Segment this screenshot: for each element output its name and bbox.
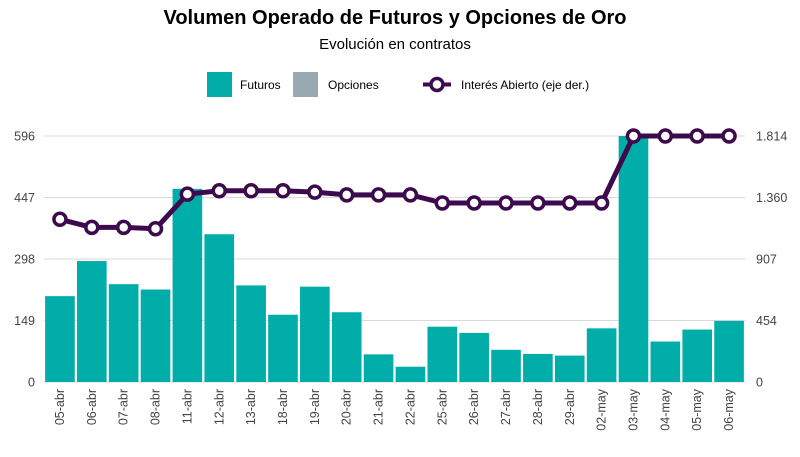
x-axis-ticks: 05-abr 06-abr 07-abr 08-abr 11-abr 12-abr 13-a… (53, 388, 736, 430)
x-tick-label: 04-may (658, 388, 672, 430)
point-interes-abierto (721, 128, 737, 144)
point-interes-abierto (147, 221, 164, 237)
line-interes-abierto (59, 133, 730, 232)
bar-futuros (108, 284, 139, 382)
right-tick-label: 907 (756, 253, 777, 267)
bar-futuros (682, 329, 713, 382)
bar-futuros (204, 234, 235, 382)
left-tick-label: 298 (14, 253, 35, 267)
bar-futuros (491, 349, 521, 382)
x-tick-label: 11-abr (180, 389, 194, 424)
x-tick-label: 08-abr (149, 389, 163, 425)
point-interes-abierto (434, 195, 451, 211)
legend: Futuros Opciones Interés Abierto (eje de… (207, 72, 589, 97)
point-interes-abierto (498, 195, 514, 211)
left-tick-label: 447 (14, 191, 35, 205)
bar-futuros (427, 326, 458, 382)
x-tick-label: 05-may (690, 388, 704, 430)
x-tick-label: 05-abr (53, 389, 67, 425)
bar-futuros (300, 286, 330, 382)
bar-futuros (172, 188, 203, 382)
left-tick-label: 596 (14, 130, 35, 144)
x-tick-label: 22-abr (403, 389, 417, 425)
point-interes-abierto (84, 219, 100, 236)
x-tick-label: 03-may (626, 388, 640, 430)
bar-futuros (363, 354, 394, 382)
legend-interes-label: Interés Abierto (eje der.) (461, 78, 589, 92)
point-interes-abierto (562, 195, 578, 211)
point-interes-abierto (689, 128, 705, 144)
bar-futuros (268, 314, 298, 382)
x-tick-label: 18-abr (276, 389, 290, 425)
left-axis-ticks: 0 149 298 447 596 (14, 130, 35, 390)
x-tick-label: 27-abr (499, 389, 513, 425)
point-interes-abierto (593, 195, 610, 211)
x-tick-label: 29-abr (563, 389, 577, 425)
point-interes-abierto (657, 128, 674, 144)
bar-futuros (395, 366, 426, 382)
point-interes-abierto (243, 183, 259, 199)
point-interes-abierto (115, 219, 132, 236)
legend-interes-marker (429, 76, 445, 93)
bar-futuros (554, 355, 585, 382)
chart-subtitle: Evolución en contratos (319, 36, 471, 53)
open-interest-line (52, 128, 737, 237)
right-axis-ticks: 0 454 907 1.360 1.814 (756, 130, 787, 390)
x-tick-label: 28-abr (531, 389, 545, 425)
bar-futuros (618, 136, 649, 382)
bar-futuros (459, 332, 489, 382)
right-tick-label: 1.360 (756, 191, 787, 205)
left-tick-label: 0 (28, 376, 35, 390)
point-interes-abierto (370, 187, 387, 203)
point-interes-abierto (179, 186, 196, 202)
x-tick-label: 26-abr (467, 389, 481, 425)
point-interes-abierto (466, 195, 482, 211)
point-interes-abierto (625, 128, 642, 144)
point-interes-abierto (402, 187, 419, 203)
legend-futuros-label: Futuros (240, 78, 281, 92)
bar-futuros (586, 328, 617, 382)
x-tick-label: 06-abr (85, 389, 99, 425)
x-tick-label: 21-abr (372, 389, 386, 425)
point-interes-abierto (307, 184, 323, 200)
legend-opciones-swatch (293, 72, 318, 97)
x-tick-label: 06-may (722, 388, 736, 430)
x-tick-label: 07-abr (117, 389, 131, 425)
left-tick-label: 149 (14, 314, 35, 328)
right-tick-label: 1.814 (756, 130, 787, 144)
bar-futuros (140, 289, 171, 382)
x-tick-label: 25-abr (435, 389, 449, 425)
point-interes-abierto (530, 195, 546, 211)
bar-futuros (236, 285, 266, 382)
bar-futuros (714, 320, 744, 382)
x-tick-label: 13-abr (244, 389, 258, 425)
x-tick-label: 12-abr (212, 389, 226, 425)
bar-futuros (45, 296, 75, 382)
point-interes-abierto (52, 211, 68, 228)
right-tick-label: 454 (756, 314, 777, 328)
point-interes-abierto (275, 183, 291, 199)
point-interes-abierto (338, 187, 355, 203)
point-interes-abierto (211, 183, 227, 199)
bar-futuros (650, 341, 681, 382)
x-tick-label: 19-abr (308, 389, 322, 425)
chart-title: Volumen Operado de Futuros y Opciones de… (163, 7, 626, 29)
bar-futuros (76, 261, 107, 382)
bar-futuros (523, 353, 553, 382)
bar-futuros (331, 312, 362, 382)
bars (45, 136, 744, 382)
x-tick-label: 02-may (595, 388, 609, 430)
legend-opciones-label: Opciones (328, 78, 379, 92)
right-tick-label: 0 (756, 376, 763, 390)
x-tick-label: 20-abr (340, 389, 354, 425)
legend-futuros-swatch (207, 72, 232, 97)
